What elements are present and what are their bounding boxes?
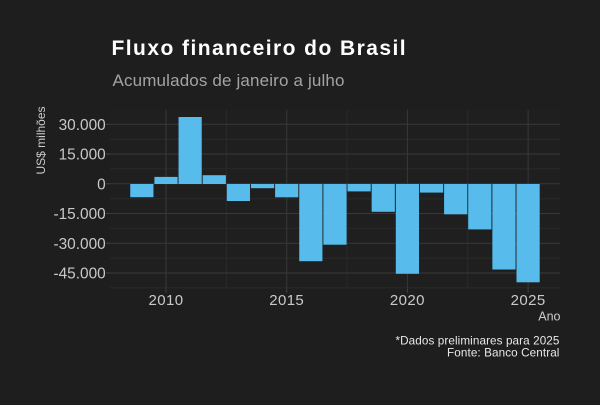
svg-text:2010: 2010: [149, 292, 184, 309]
svg-text:Fonte: Banco Central: Fonte: Banco Central: [447, 347, 559, 360]
svg-text:*Dados preliminares para 2025: *Dados preliminares para 2025: [395, 334, 559, 347]
svg-text:2025: 2025: [511, 292, 546, 309]
svg-text:-45.000: -45.000: [53, 266, 105, 283]
svg-text:Fluxo financeiro do Brasil: Fluxo financeiro do Brasil: [112, 37, 408, 60]
svg-text:2020: 2020: [390, 292, 425, 309]
svg-text:2015: 2015: [269, 292, 304, 309]
svg-text:US$ milhões: US$ milhões: [34, 106, 48, 174]
svg-text:0: 0: [97, 176, 106, 193]
svg-text:15.000: 15.000: [59, 147, 106, 164]
svg-text:Acumulados de janeiro a julho: Acumulados de janeiro a julho: [113, 71, 345, 90]
svg-text:-15.000: -15.000: [53, 206, 105, 223]
svg-text:30.000: 30.000: [59, 117, 106, 134]
svg-text:-30.000: -30.000: [53, 236, 105, 253]
svg-text:Ano: Ano: [538, 310, 560, 324]
